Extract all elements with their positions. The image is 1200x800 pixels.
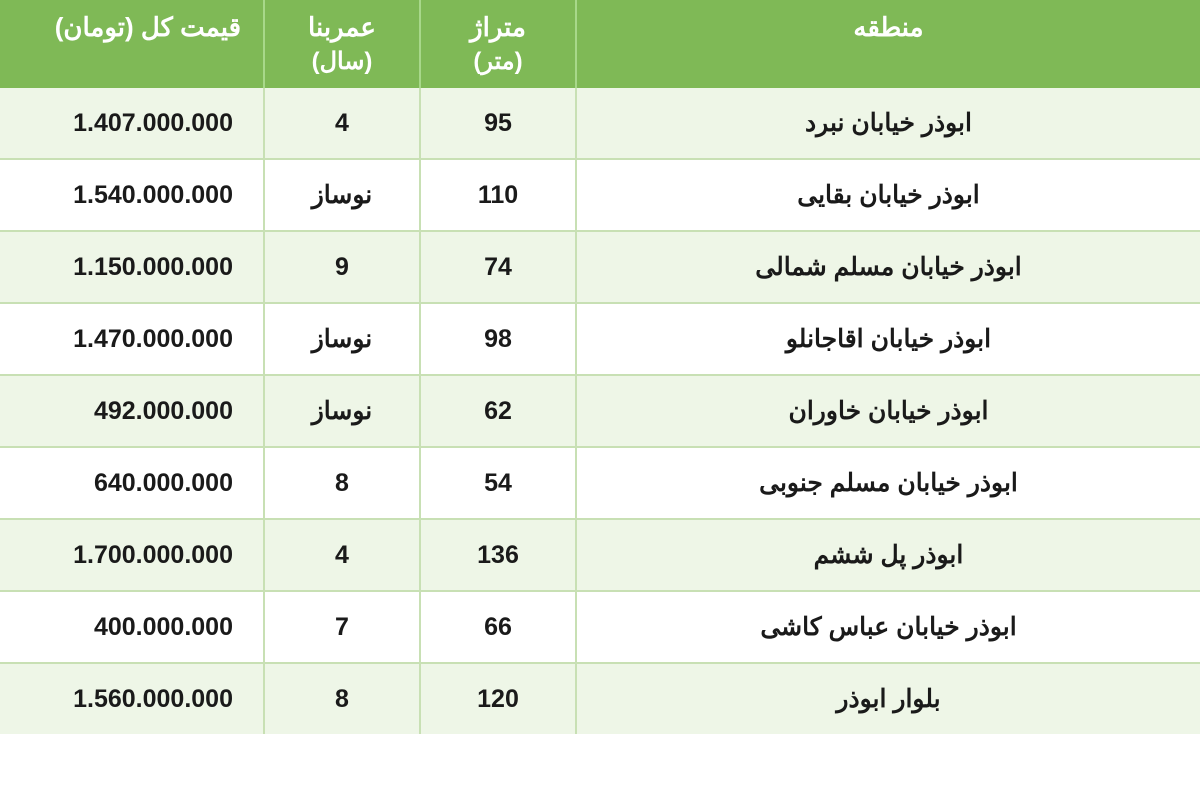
cell-region: بلوار ابوذر <box>576 663 1200 734</box>
header-price-label: قیمت کل (تومان) <box>55 12 241 42</box>
table-row: ابوذر پل ششم13641.700.000.000 <box>0 519 1200 591</box>
cell-age: نوساز <box>264 375 420 447</box>
cell-region: ابوذر خیابان نبرد <box>576 88 1200 159</box>
table-row: ابوذر خیابان مسلم جنوبی548640.000.000 <box>0 447 1200 519</box>
header-area-sublabel: (متر) <box>439 47 557 76</box>
header-price: قیمت کل (تومان) <box>0 0 264 88</box>
cell-area: 110 <box>420 159 576 231</box>
cell-age: 8 <box>264 663 420 734</box>
cell-area: 66 <box>420 591 576 663</box>
cell-area: 54 <box>420 447 576 519</box>
cell-price: 640.000.000 <box>0 447 264 519</box>
price-table-container: منطقه متراژ (متر) عمربنا (سال) قیمت کل (… <box>0 0 1200 734</box>
header-area: متراژ (متر) <box>420 0 576 88</box>
table-row: ابوذر خیابان اقاجانلو98نوساز1.470.000.00… <box>0 303 1200 375</box>
cell-region: ابوذر خیابان خاوران <box>576 375 1200 447</box>
table-row: ابوذر خیابان عباس کاشی667400.000.000 <box>0 591 1200 663</box>
header-region-label: منطقه <box>853 12 923 42</box>
header-area-label: متراژ <box>470 12 526 42</box>
cell-age: نوساز <box>264 303 420 375</box>
cell-age: 7 <box>264 591 420 663</box>
cell-region: ابوذر پل ششم <box>576 519 1200 591</box>
cell-region: ابوذر خیابان بقایی <box>576 159 1200 231</box>
table-row: بلوار ابوذر12081.560.000.000 <box>0 663 1200 734</box>
cell-region: ابوذر خیابان مسلم جنوبی <box>576 447 1200 519</box>
cell-area: 95 <box>420 88 576 159</box>
cell-region: ابوذر خیابان عباس کاشی <box>576 591 1200 663</box>
cell-price: 1.150.000.000 <box>0 231 264 303</box>
cell-price: 1.407.000.000 <box>0 88 264 159</box>
cell-age: 9 <box>264 231 420 303</box>
cell-area: 62 <box>420 375 576 447</box>
header-age-label: عمربنا <box>308 12 376 42</box>
cell-age: 4 <box>264 88 420 159</box>
header-region: منطقه <box>576 0 1200 88</box>
table-row: ابوذر خیابان نبرد9541.407.000.000 <box>0 88 1200 159</box>
cell-region: ابوذر خیابان اقاجانلو <box>576 303 1200 375</box>
property-price-table: منطقه متراژ (متر) عمربنا (سال) قیمت کل (… <box>0 0 1200 734</box>
cell-area: 74 <box>420 231 576 303</box>
cell-price: 400.000.000 <box>0 591 264 663</box>
cell-price: 1.540.000.000 <box>0 159 264 231</box>
table-row: ابوذر خیابان مسلم شمالی7491.150.000.000 <box>0 231 1200 303</box>
table-row: ابوذر خیابان بقایی110نوساز1.540.000.000 <box>0 159 1200 231</box>
cell-price: 1.470.000.000 <box>0 303 264 375</box>
cell-age: نوساز <box>264 159 420 231</box>
cell-area: 136 <box>420 519 576 591</box>
header-age-sublabel: (سال) <box>283 47 401 76</box>
cell-area: 120 <box>420 663 576 734</box>
cell-region: ابوذر خیابان مسلم شمالی <box>576 231 1200 303</box>
cell-age: 8 <box>264 447 420 519</box>
header-age: عمربنا (سال) <box>264 0 420 88</box>
table-header: منطقه متراژ (متر) عمربنا (سال) قیمت کل (… <box>0 0 1200 88</box>
table-body: ابوذر خیابان نبرد9541.407.000.000ابوذر خ… <box>0 88 1200 734</box>
cell-price: 1.560.000.000 <box>0 663 264 734</box>
cell-price: 492.000.000 <box>0 375 264 447</box>
cell-area: 98 <box>420 303 576 375</box>
cell-price: 1.700.000.000 <box>0 519 264 591</box>
cell-age: 4 <box>264 519 420 591</box>
table-row: ابوذر خیابان خاوران62نوساز492.000.000 <box>0 375 1200 447</box>
